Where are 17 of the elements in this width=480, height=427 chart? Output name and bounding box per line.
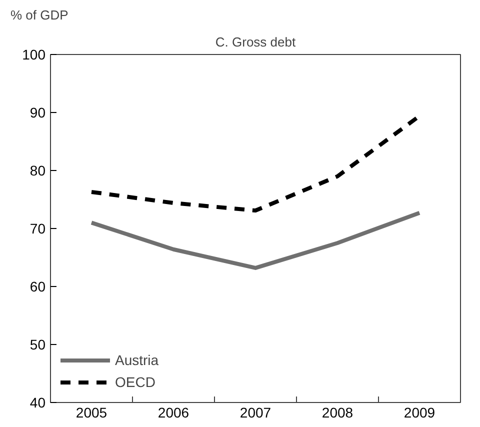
x-tick-label: 2009 (404, 404, 436, 420)
line-series (90, 210, 422, 270)
x-tick-label: 2008 (322, 404, 354, 420)
y-tick-label: 70 (30, 220, 46, 236)
chart-title: C. Gross debt (215, 34, 296, 50)
y-tick-label: 60 (30, 278, 46, 294)
legend-label: Austria (115, 352, 159, 368)
x-tick-label: 2006 (158, 404, 190, 420)
y-tick-label: 90 (30, 104, 46, 120)
legend-label: OECD (115, 374, 156, 390)
y-tick-label: 80 (30, 162, 46, 178)
y-tick-label: 100 (22, 46, 46, 62)
y-axis-title: % of GDP (10, 8, 68, 22)
x-tick-label: 2005 (76, 404, 108, 420)
x-tick-label: 2007 (240, 404, 272, 420)
y-tick-label: 40 (30, 394, 46, 410)
y-tick-label: 50 (30, 336, 46, 352)
